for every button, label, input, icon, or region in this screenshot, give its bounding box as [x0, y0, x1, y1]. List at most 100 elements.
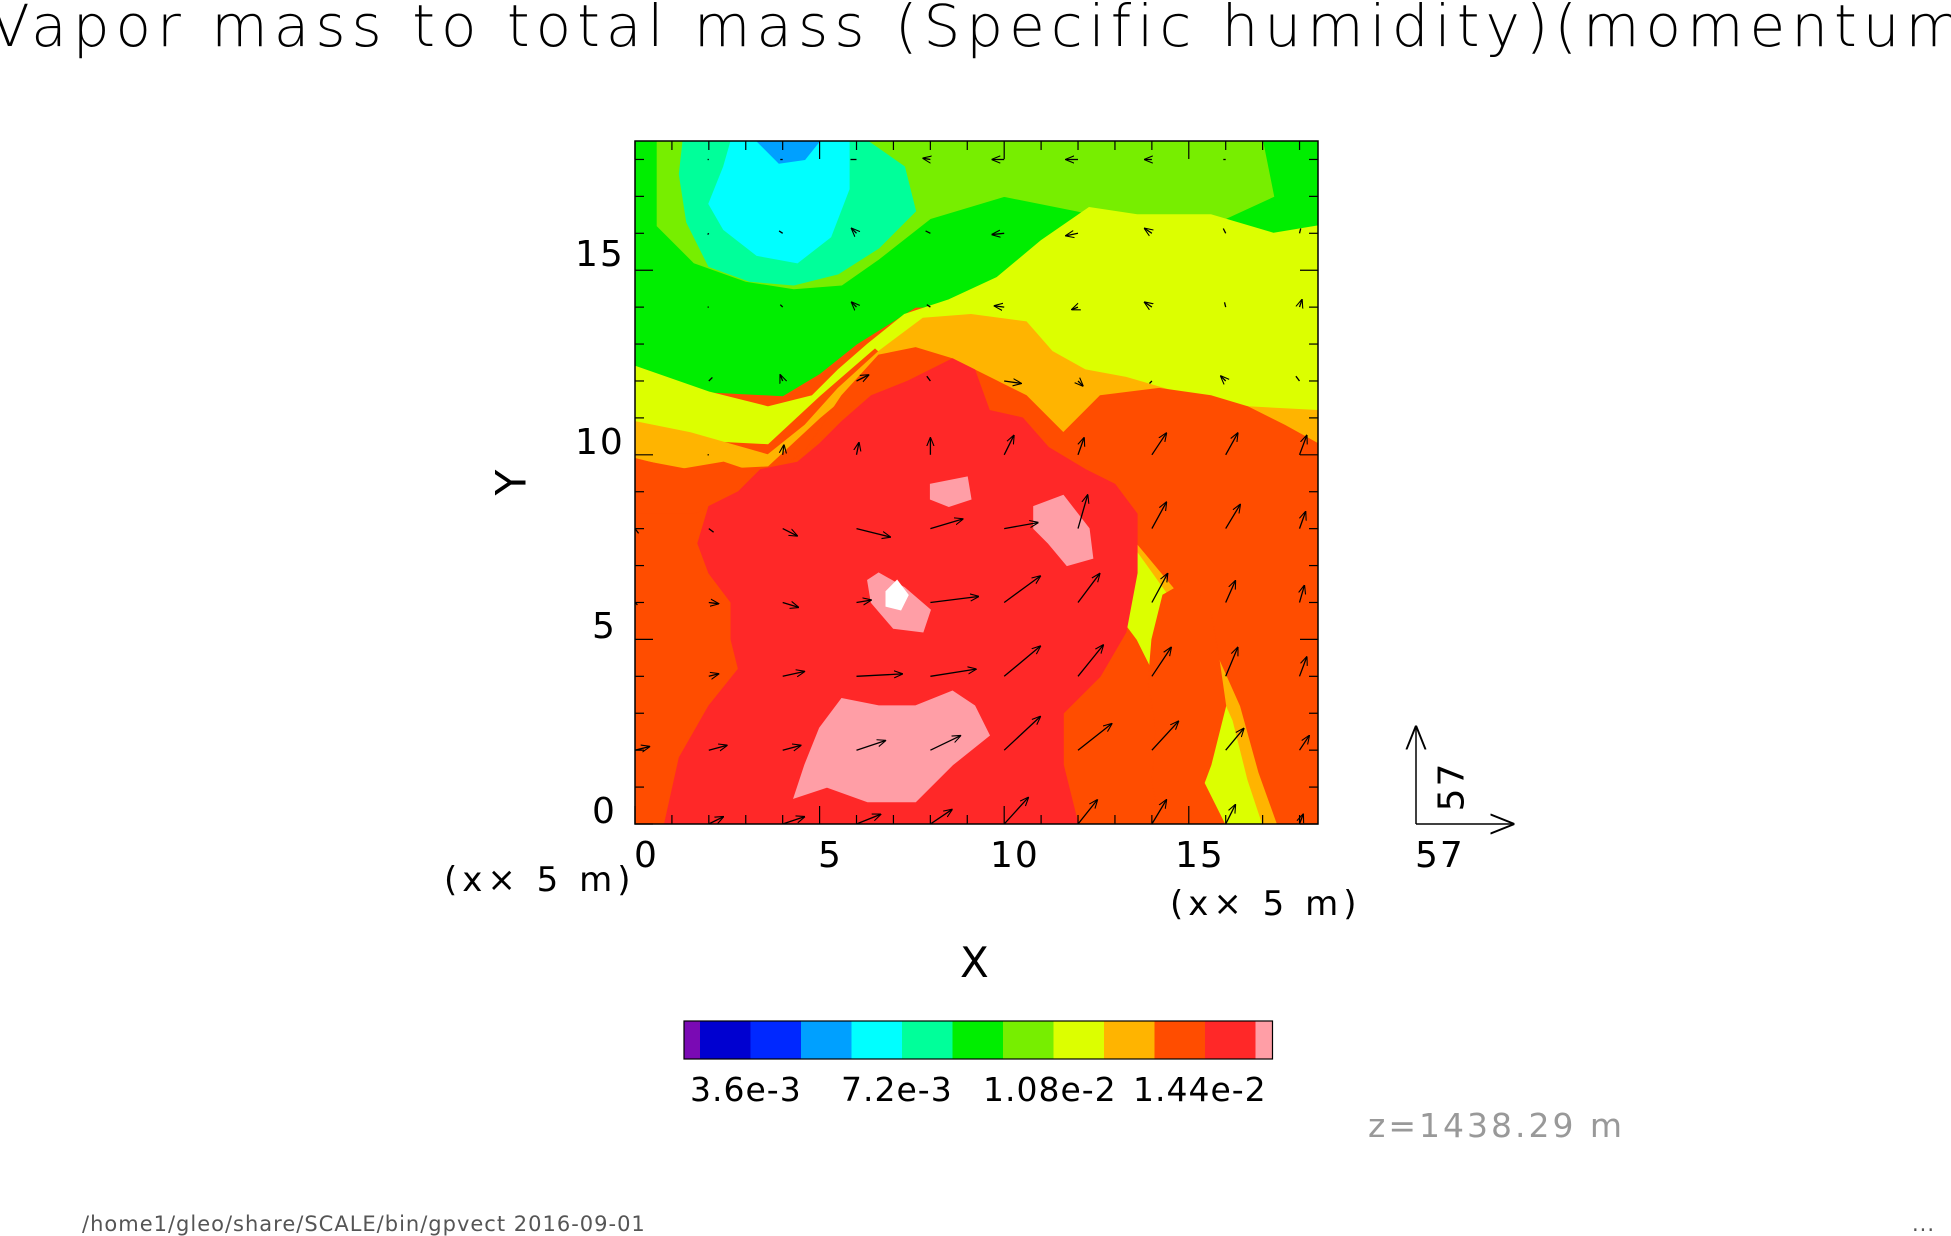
contour-region-white [885, 579, 909, 611]
contour-region-pink [1033, 494, 1094, 567]
vector-arrow [1225, 505, 1240, 529]
contour-region-pink [793, 690, 991, 803]
vector-arrow [707, 232, 710, 235]
vector-arrow [1295, 375, 1301, 382]
vector-arrow [856, 674, 903, 676]
vector-arrow [783, 445, 784, 455]
vector-arrow [1298, 657, 1307, 677]
reference-vector-u-label: 57 [1415, 835, 1465, 876]
vector-arrow [923, 158, 930, 159]
colorbar-tick-label: 1.44e-2 [1133, 1070, 1267, 1109]
vector-arrow [1225, 729, 1244, 751]
colorbar-swatch [1255, 1021, 1273, 1059]
reference-vector-v-label: 57 [1431, 761, 1473, 812]
vector-arrow [1003, 436, 1014, 456]
colorbar-swatch [1104, 1021, 1155, 1059]
vector-arrow [995, 306, 1005, 307]
vector-arrow [1225, 433, 1238, 456]
vector-arrow [780, 375, 782, 381]
vector-arrow [930, 669, 976, 677]
x-tick-label-15: 15 [1175, 835, 1225, 876]
vector-arrow [1373, 593, 1377, 603]
vector-arrow [1225, 581, 1236, 603]
vector-arrow [1151, 721, 1178, 751]
y-tick-label-5: 5 [592, 606, 617, 647]
vector-arrow [1145, 302, 1152, 307]
axis-ticks [634, 141, 1318, 825]
vector-arrow [1225, 648, 1238, 677]
x-axis-label: X [960, 938, 989, 987]
y-axis-label: Y [486, 469, 536, 496]
reference-vector [1416, 728, 1512, 824]
vector-arrow [1078, 381, 1083, 386]
vector-arrow [857, 443, 859, 455]
contour-region-cyan [708, 141, 850, 264]
footer-ellipsis: ... [1912, 1212, 1936, 1236]
vector-arrow [1225, 805, 1236, 824]
vector-arrow [1149, 380, 1153, 384]
colorbar-swatch [1053, 1021, 1104, 1059]
vector-arrow [1003, 798, 1028, 824]
colorbar-swatch [684, 1021, 700, 1059]
x-axis-unit: (x× 5 m) [1170, 884, 1362, 924]
vector-arrow [1373, 664, 1377, 676]
vector-arrow [852, 302, 857, 307]
vector-arrow [782, 745, 801, 750]
vector-arrow [1300, 300, 1302, 307]
vector-arrow [1298, 512, 1306, 529]
vector-arrow [1223, 302, 1227, 308]
vector-arrow [1077, 645, 1103, 677]
level-label: z=1438.29 m [1368, 1106, 1626, 1145]
vector-arrow [708, 674, 719, 676]
vector-arrow [1372, 820, 1373, 824]
vector-arrow [782, 672, 805, 677]
vector-arrow [1298, 436, 1307, 456]
vector-arrow [1221, 376, 1226, 381]
colorbar-tick-label: 3.6e-3 [690, 1070, 802, 1109]
vector-arrow [930, 736, 960, 751]
vector-arrow [1373, 443, 1379, 455]
vector-arrow [1145, 229, 1152, 234]
vector-arrow [856, 814, 881, 824]
plot-frame [634, 140, 1319, 825]
colorbar-swatch [902, 1021, 953, 1059]
vector-arrow [782, 817, 805, 824]
colorbar-swatch [801, 1021, 852, 1059]
vector-arrow [852, 229, 857, 234]
vector-arrow [1151, 433, 1166, 456]
vector-arrow [1077, 800, 1097, 824]
vector-arrow [1298, 228, 1302, 234]
vector-arrow [926, 304, 931, 308]
colorbar-tick-label: 7.2e-3 [841, 1070, 953, 1109]
footer-path: /home1/gleo/share/SCALE/bin/gpvect 2016-… [82, 1212, 646, 1236]
vector-arrow [992, 233, 1005, 234]
colorbar-swatch [851, 1021, 902, 1059]
vector-arrow [782, 603, 799, 608]
vector-arrow [1373, 229, 1374, 234]
vector-arrow [1298, 736, 1310, 751]
contour-region-red-orange-pocket [1147, 579, 1227, 824]
vector-arrow [1373, 376, 1375, 381]
vector-arrow [856, 527, 891, 537]
momentum-vectors [635, 86, 1380, 824]
colorbar-swatch [1154, 1021, 1205, 1059]
x-tick-label-0: 0 [634, 835, 659, 876]
vector-arrow [778, 230, 784, 234]
vector-arrow [856, 600, 871, 602]
vector-arrow [782, 528, 797, 536]
colorbar-swatch [1003, 1021, 1054, 1059]
contour-region-azure [756, 141, 821, 164]
vector-arrow [779, 304, 784, 308]
x-tick-label-10: 10 [990, 835, 1040, 876]
colorbar [683, 1020, 1274, 1060]
colorbar-tick-label: 1.08e-2 [983, 1070, 1117, 1109]
vector-arrow [930, 810, 952, 824]
y-tick-label-15: 15 [575, 234, 625, 275]
vector-arrow [1004, 523, 1038, 530]
contour-region-pink [929, 476, 972, 508]
vector-arrow [1003, 646, 1040, 677]
vector-arrow [1077, 495, 1088, 529]
vector-arrow [1373, 519, 1378, 529]
vector-arrow [1222, 228, 1227, 234]
